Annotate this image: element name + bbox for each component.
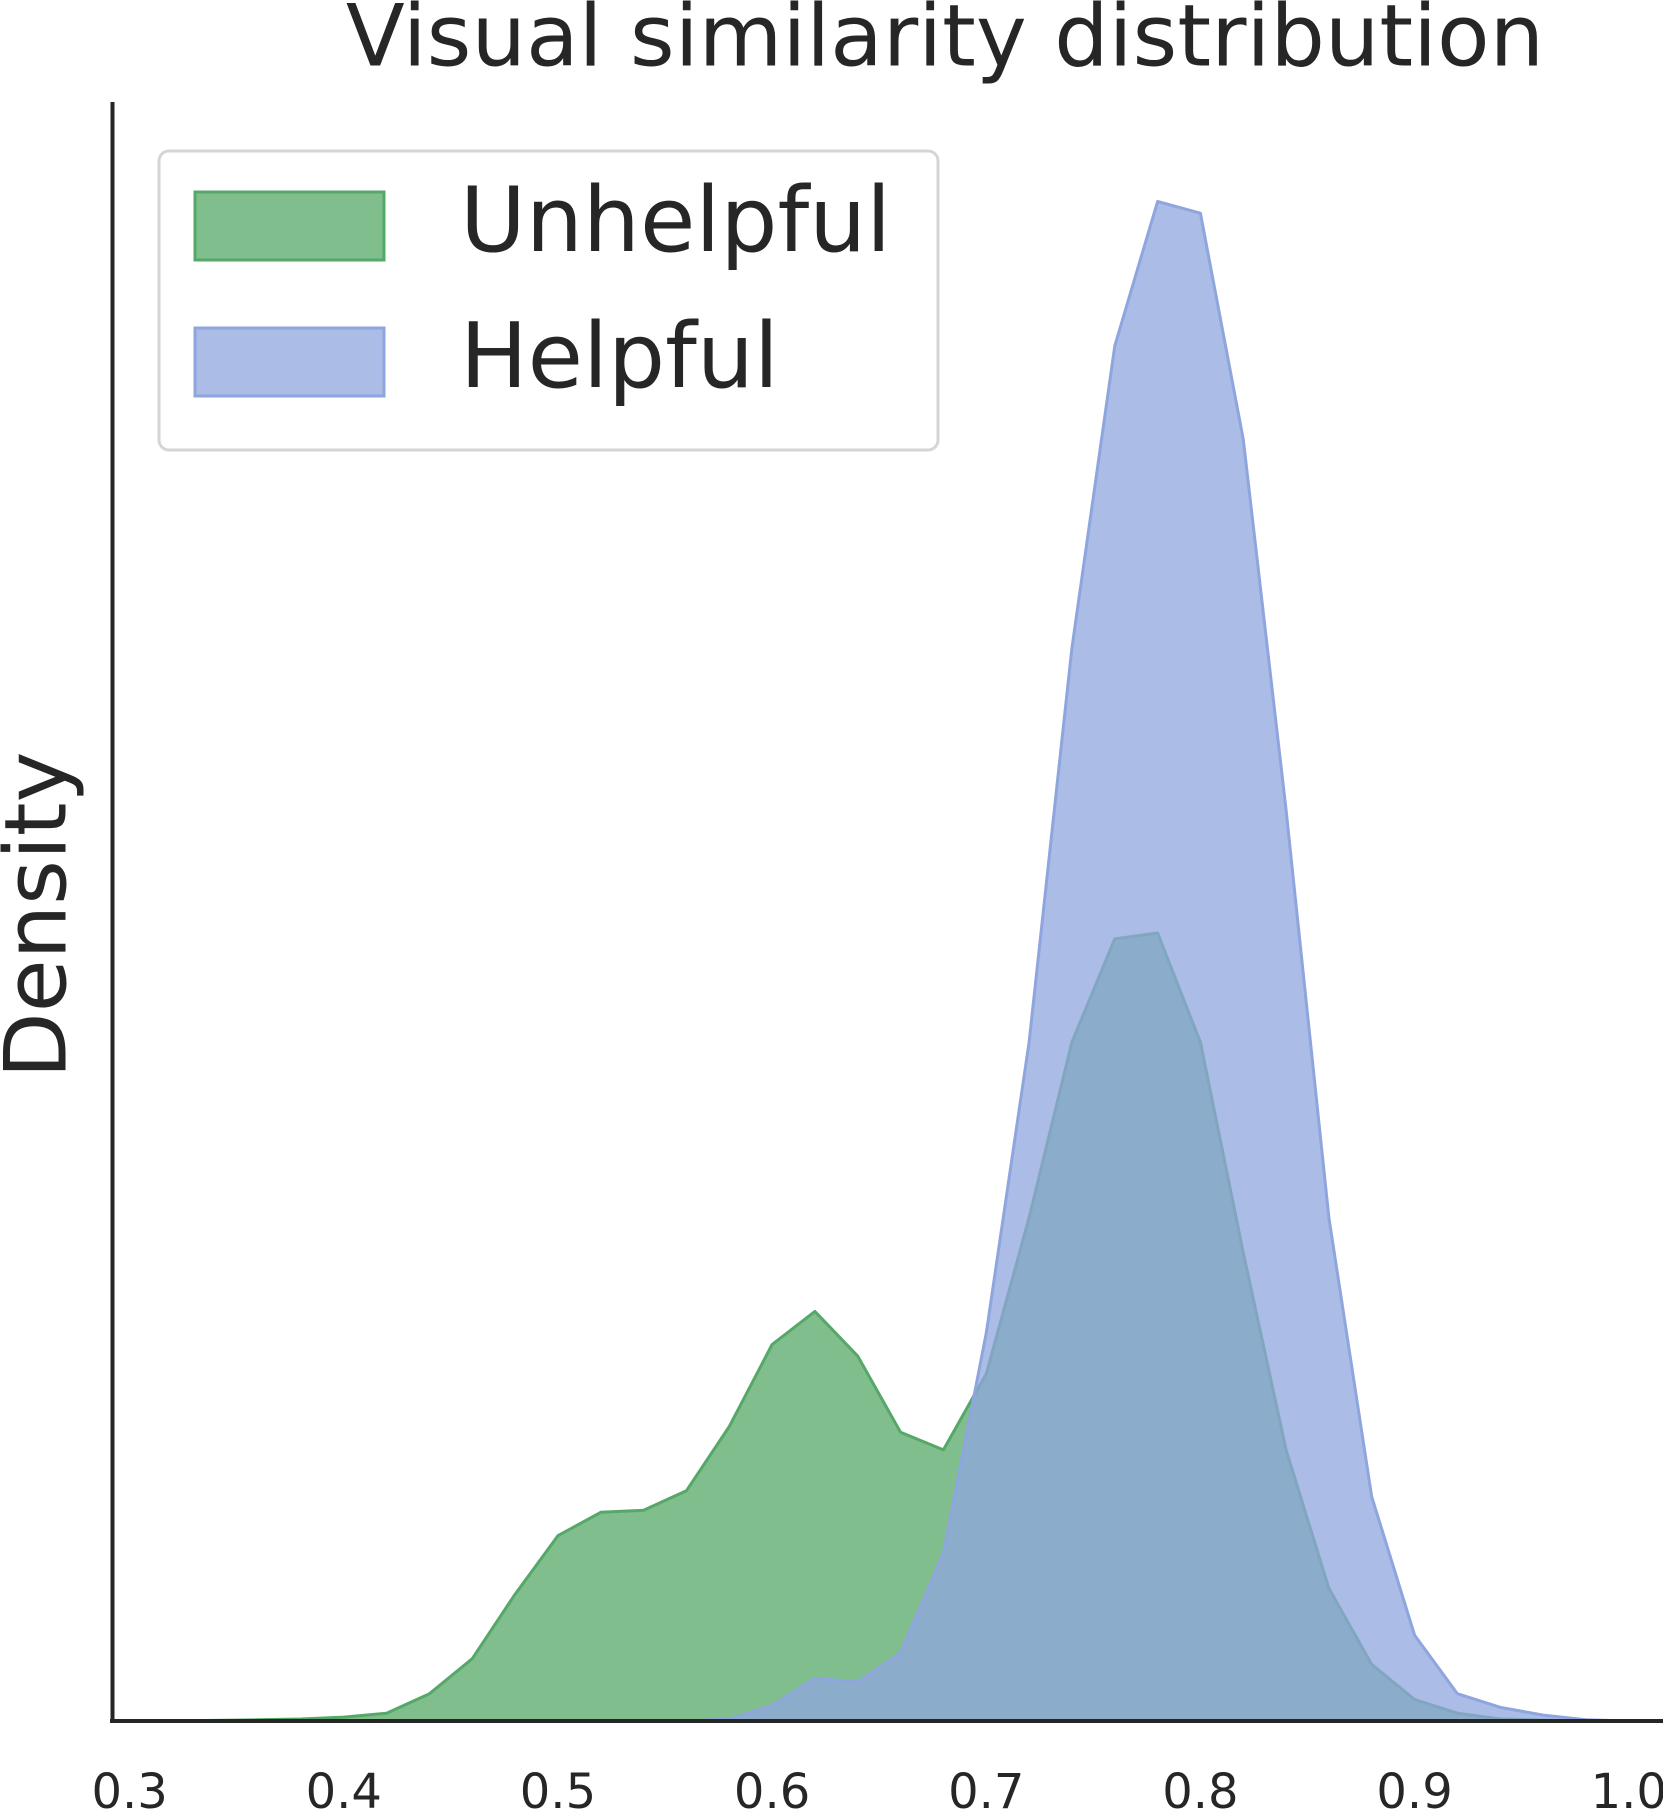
legend-label: Unhelpful [460, 168, 891, 273]
x-tick-label: 0.5 [520, 1764, 596, 1819]
x-tick-label: 0.4 [306, 1764, 382, 1819]
x-tick-label: 0.3 [91, 1764, 167, 1819]
x-tick-label: 0.9 [1376, 1764, 1452, 1819]
x-tick-label: 0.6 [734, 1764, 810, 1819]
chart-title: Visual similarity distribution [346, 0, 1544, 86]
y-axis-label: Density [0, 752, 86, 1079]
legend-label: Helpful [460, 304, 779, 409]
x-tick-label: 0.7 [948, 1764, 1024, 1819]
x-tick-label: 0.8 [1162, 1764, 1238, 1819]
x-tick-label: 1.0 [1591, 1764, 1663, 1819]
legend-swatch [193, 190, 386, 262]
legend: Unhelpful Helpful [157, 149, 940, 452]
legend-swatch [193, 326, 386, 398]
